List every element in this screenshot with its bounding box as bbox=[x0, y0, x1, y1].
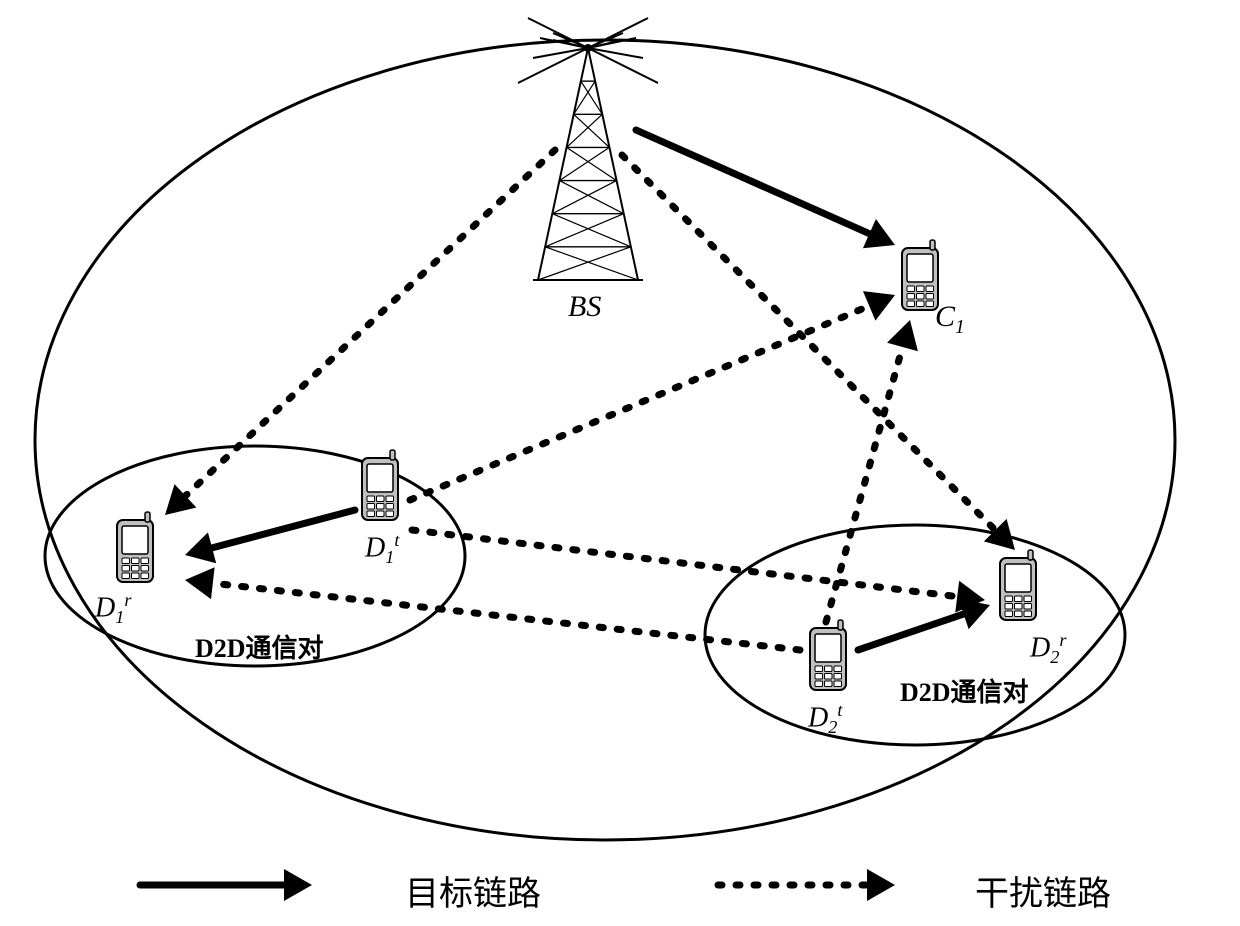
diagram-canvas: BSC1D1tD1rD2tD2rD2D通信对D2D通信对目标链路干扰链路 bbox=[0, 0, 1240, 926]
interference-link-1 bbox=[185, 150, 555, 496]
device-C1 bbox=[902, 240, 938, 310]
device-D1r bbox=[117, 512, 153, 582]
device-D2t bbox=[810, 620, 846, 690]
device-D2r bbox=[1000, 550, 1036, 620]
interference-link-5 bbox=[213, 583, 800, 650]
d2d-pair-ellipse-2 bbox=[705, 525, 1125, 745]
cell-boundary bbox=[35, 40, 1175, 840]
target-link-1 bbox=[636, 130, 869, 234]
target-link-3 bbox=[858, 614, 963, 650]
base-station-icon bbox=[518, 18, 658, 280]
diagram-svg bbox=[0, 0, 1240, 926]
interference-link-2 bbox=[622, 155, 995, 530]
interference-link-4 bbox=[412, 530, 957, 597]
interference-link-6 bbox=[826, 347, 902, 622]
d2d-pair-ellipse-1 bbox=[45, 446, 465, 666]
device-D1t bbox=[362, 450, 398, 520]
target-link-2 bbox=[212, 510, 355, 548]
